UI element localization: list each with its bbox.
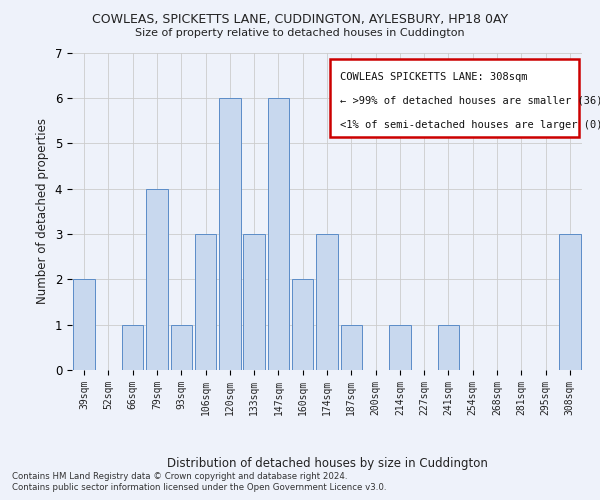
Bar (244, 234, 265, 370)
Text: Distribution of detached houses by size in Cuddington: Distribution of detached houses by size … (167, 458, 487, 470)
Bar (146, 188, 167, 370)
Bar (195, 234, 216, 370)
Text: <1% of semi-detached houses are larger (0) →: <1% of semi-detached houses are larger (… (340, 120, 600, 130)
Y-axis label: Number of detached properties: Number of detached properties (36, 118, 49, 304)
Bar (341, 324, 362, 370)
Text: Contains HM Land Registry data © Crown copyright and database right 2024.: Contains HM Land Registry data © Crown c… (12, 472, 347, 481)
Text: Contains public sector information licensed under the Open Government Licence v3: Contains public sector information licen… (12, 484, 386, 492)
Bar (219, 98, 241, 370)
Bar (292, 280, 313, 370)
Bar (268, 98, 289, 370)
Text: COWLEAS, SPICKETTS LANE, CUDDINGTON, AYLESBURY, HP18 0AY: COWLEAS, SPICKETTS LANE, CUDDINGTON, AYL… (92, 12, 508, 26)
Bar (438, 324, 459, 370)
Text: ← >99% of detached houses are smaller (36): ← >99% of detached houses are smaller (3… (340, 96, 600, 106)
Text: COWLEAS SPICKETTS LANE: 308sqm: COWLEAS SPICKETTS LANE: 308sqm (340, 72, 527, 82)
Bar (170, 324, 192, 370)
Bar (559, 234, 581, 370)
Bar (73, 280, 95, 370)
Bar (316, 234, 338, 370)
FancyBboxPatch shape (329, 59, 580, 136)
Bar (122, 324, 143, 370)
Bar (389, 324, 410, 370)
Text: Size of property relative to detached houses in Cuddington: Size of property relative to detached ho… (135, 28, 465, 38)
